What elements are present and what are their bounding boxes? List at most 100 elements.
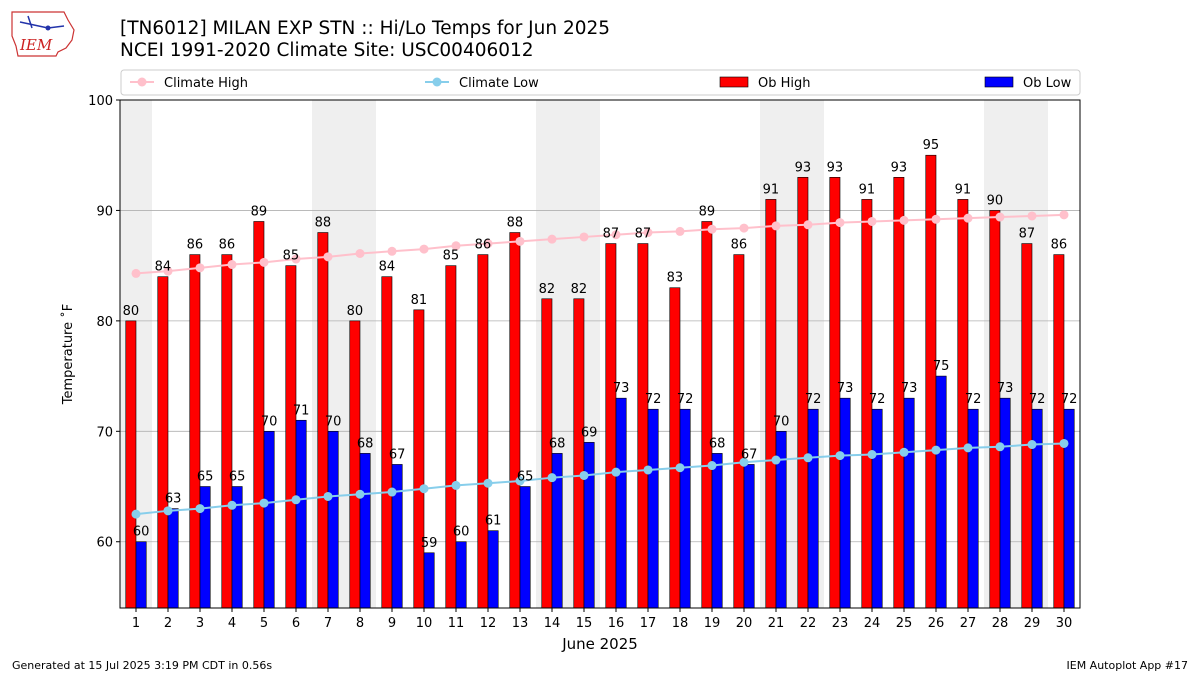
climate-high-point bbox=[899, 215, 909, 225]
ob-high-bar bbox=[413, 309, 425, 609]
y-tick-label: 90 bbox=[96, 204, 113, 219]
ob-high-label: 80 bbox=[347, 304, 364, 319]
x-tick-label: 15 bbox=[576, 616, 593, 631]
climate-high-point bbox=[451, 241, 461, 251]
ob-high-label: 86 bbox=[731, 238, 748, 253]
climate-low-point bbox=[547, 473, 557, 483]
legend-ob-low-swatch bbox=[984, 76, 1014, 88]
climate-low-point bbox=[483, 478, 493, 488]
ob-high-label: 93 bbox=[795, 160, 812, 175]
x-tick-label: 30 bbox=[1056, 616, 1073, 631]
climate-high-point bbox=[675, 226, 685, 236]
x-tick-label: 7 bbox=[324, 616, 332, 631]
ob-low-label: 67 bbox=[389, 447, 406, 462]
ob-high-bar bbox=[573, 298, 585, 609]
ob-low-bar bbox=[519, 486, 531, 609]
ob-low-bar bbox=[1031, 408, 1043, 609]
climate-low-point bbox=[131, 509, 141, 519]
x-tick-label: 16 bbox=[608, 616, 625, 631]
ob-high-bar bbox=[509, 232, 521, 609]
iem-logo: IEM bbox=[11, 11, 75, 57]
x-tick-label: 19 bbox=[704, 616, 721, 631]
chart-subtitle: NCEI 1991-2020 Climate Site: USC00406012 bbox=[120, 40, 534, 61]
climate-high-point bbox=[355, 249, 365, 259]
climate-high-point bbox=[931, 214, 941, 224]
climate-high-point bbox=[387, 246, 397, 256]
ob-low-label: 75 bbox=[933, 359, 950, 374]
climate-low-point bbox=[227, 500, 237, 510]
ob-high-bar bbox=[125, 320, 137, 609]
x-tick-label: 2 bbox=[164, 616, 172, 631]
climate-high-point bbox=[483, 239, 493, 249]
climate-high-point bbox=[803, 220, 813, 230]
climate-low-point bbox=[707, 461, 717, 471]
ob-high-label: 82 bbox=[571, 282, 588, 297]
x-tick-label: 25 bbox=[896, 616, 913, 631]
ob-high-bar bbox=[189, 254, 201, 609]
ob-high-label: 86 bbox=[1051, 238, 1068, 253]
ob-high-label: 91 bbox=[763, 182, 780, 197]
ob-low-bar bbox=[135, 541, 147, 609]
ob-low-label: 61 bbox=[485, 514, 502, 529]
climate-high-point bbox=[963, 213, 973, 223]
climate-high-point bbox=[771, 221, 781, 231]
ob-high-label: 81 bbox=[411, 293, 428, 308]
ob-low-bar bbox=[391, 464, 403, 609]
ob-low-bar bbox=[807, 408, 819, 609]
app-credit: IEM Autoplot App #17 bbox=[1066, 659, 1189, 672]
ob-low-bar bbox=[423, 552, 435, 609]
legend-box bbox=[120, 69, 1081, 96]
legend-climate-low-marker bbox=[432, 77, 442, 87]
climate-low-point bbox=[163, 506, 173, 516]
legend-climate-high-marker bbox=[137, 77, 147, 87]
ob-low-bar bbox=[455, 541, 467, 609]
ob-high-label: 80 bbox=[123, 304, 140, 319]
climate-low-point bbox=[899, 447, 909, 457]
ob-low-label: 70 bbox=[773, 414, 790, 429]
legend-ob-low-label: Ob Low bbox=[1023, 76, 1072, 91]
ob-high-label: 87 bbox=[635, 227, 652, 242]
ob-low-bar bbox=[487, 530, 499, 609]
climate-high-point bbox=[163, 266, 173, 276]
ob-low-bar bbox=[327, 431, 339, 609]
ob-low-bar bbox=[999, 397, 1011, 609]
climate-lines bbox=[131, 210, 1069, 519]
x-tick-label: 10 bbox=[416, 616, 433, 631]
x-tick-label: 13 bbox=[512, 616, 529, 631]
x-tick-label: 5 bbox=[260, 616, 268, 631]
ob-low-bar bbox=[679, 408, 691, 609]
ob-low-label: 68 bbox=[709, 436, 726, 451]
climate-low-point bbox=[579, 470, 589, 480]
ob-low-label: 65 bbox=[517, 470, 534, 485]
ob-high-bar bbox=[349, 320, 361, 609]
climate-low-point bbox=[867, 449, 877, 459]
ob-high-bar bbox=[637, 243, 649, 609]
ob-high-label: 87 bbox=[603, 227, 620, 242]
climate-low-point bbox=[419, 484, 429, 494]
climate-low-point bbox=[355, 489, 365, 499]
x-tick-label: 18 bbox=[672, 616, 689, 631]
ob-low-label: 70 bbox=[325, 414, 342, 429]
ob-high-bar bbox=[765, 199, 777, 609]
legend-ob-high-label: Ob High bbox=[758, 76, 811, 91]
ob-high-bar bbox=[445, 265, 457, 609]
ob-high-label: 84 bbox=[379, 260, 396, 275]
climate-high-point bbox=[1027, 211, 1037, 221]
ob-low-bar bbox=[295, 419, 307, 609]
x-tick-label: 3 bbox=[196, 616, 204, 631]
ob-high-label: 93 bbox=[891, 160, 908, 175]
ob-low-bar bbox=[1063, 408, 1075, 609]
climate-high-point bbox=[547, 234, 557, 244]
climate-low-point bbox=[1059, 438, 1069, 448]
ob-high-bar bbox=[477, 254, 489, 609]
ob-high-label: 91 bbox=[859, 182, 876, 197]
climate-low-point bbox=[387, 487, 397, 497]
climate-low-point bbox=[675, 463, 685, 473]
x-tick-label: 9 bbox=[388, 616, 396, 631]
climate-low-point bbox=[963, 443, 973, 453]
legend: Climate High Climate Low Ob High Ob Low bbox=[120, 69, 1081, 96]
x-tick-label: 6 bbox=[292, 616, 300, 631]
ob-low-label: 65 bbox=[197, 470, 214, 485]
